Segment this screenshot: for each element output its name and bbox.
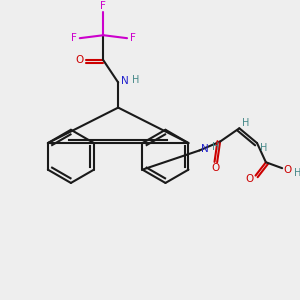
Text: O: O	[283, 165, 292, 175]
Text: H: H	[294, 169, 300, 178]
Text: H: H	[212, 142, 219, 152]
Text: H: H	[242, 118, 250, 128]
Text: O: O	[76, 55, 84, 65]
Text: O: O	[245, 173, 254, 184]
Text: H: H	[132, 74, 139, 85]
Text: O: O	[212, 163, 220, 173]
Text: F: F	[71, 33, 77, 43]
Text: F: F	[100, 1, 106, 11]
Text: F: F	[130, 33, 136, 43]
Text: N: N	[201, 144, 208, 154]
Text: N: N	[121, 76, 129, 86]
Text: H: H	[260, 143, 267, 153]
